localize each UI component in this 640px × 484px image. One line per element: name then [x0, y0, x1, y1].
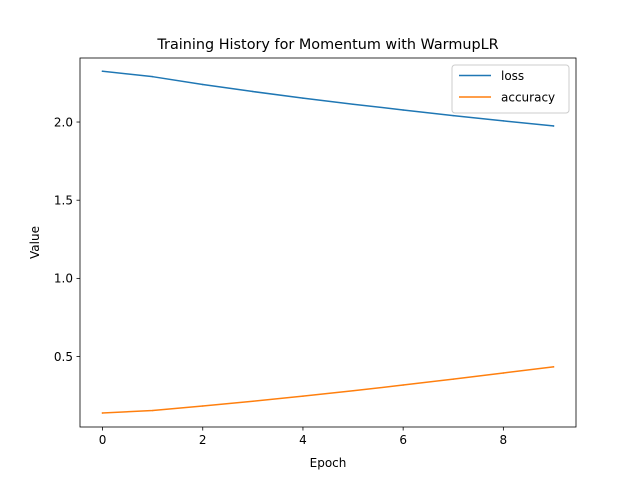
data-point-loss-5: [352, 103, 354, 105]
data-point-loss-8: [502, 120, 505, 122]
data-point-loss-4: [302, 97, 304, 99]
data-point-accuracy-9: [552, 366, 555, 368]
x-tick-label: 4: [299, 433, 307, 447]
y-axis-label: Value: [28, 226, 42, 259]
x-axis-ticks: 0 2 4 6 8: [99, 427, 507, 447]
data-point-accuracy-6: [402, 384, 404, 386]
y-tick-label: 1.5: [54, 194, 73, 208]
y-tick-label: 0.5: [54, 350, 73, 364]
data-point-accuracy-7: [452, 378, 454, 380]
series-line-loss: [101, 70, 555, 127]
y-tick-label: 2.0: [54, 115, 73, 129]
x-tick-label: 6: [399, 433, 407, 447]
series-layer: [101, 70, 555, 414]
data-point-loss-6: [402, 109, 404, 111]
axes-frame: [79, 57, 577, 428]
data-point-loss-2: [202, 83, 204, 86]
data-point-accuracy-8: [502, 372, 505, 374]
data-point-accuracy-0: [101, 412, 104, 414]
y-tick-label: 1.0: [54, 272, 73, 286]
x-tick-label: 0: [99, 433, 107, 447]
data-point-accuracy-2: [202, 405, 204, 407]
legend-box: [451, 64, 570, 114]
x-axis-label: Epoch: [310, 456, 347, 470]
legend-label-loss: loss: [501, 69, 524, 83]
x-tick-label: 8: [500, 433, 508, 447]
data-point-accuracy-1: [151, 409, 154, 412]
data-point-accuracy-5: [352, 390, 354, 392]
legend: loss accuracy: [451, 64, 570, 114]
data-point-loss-7: [452, 114, 454, 117]
data-point-loss-0: [101, 70, 104, 72]
chart-title: Training History for Momentum with Warmu…: [156, 37, 498, 53]
x-tick-label: 2: [199, 433, 207, 447]
data-point-loss-9: [552, 125, 555, 127]
series-line-accuracy: [101, 366, 555, 414]
data-point-accuracy-3: [252, 400, 254, 403]
legend-label-accuracy: accuracy: [501, 91, 555, 105]
data-point-loss-3: [252, 90, 254, 93]
data-point-accuracy-4: [302, 395, 304, 397]
data-point-loss-1: [151, 75, 154, 78]
y-axis-ticks: 0.5 1.0 1.5 2.0: [54, 115, 80, 364]
